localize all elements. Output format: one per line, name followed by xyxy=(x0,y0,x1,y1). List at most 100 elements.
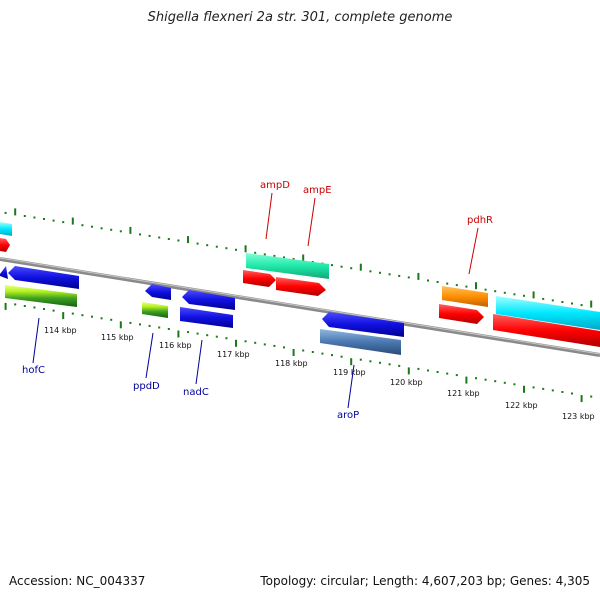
gene-block-red[interactable] xyxy=(493,314,600,347)
gene-label-ppdD[interactable]: ppdD xyxy=(133,381,160,392)
genome-backbone-highlight xyxy=(0,257,600,355)
forward-scale-minor-tick xyxy=(427,279,429,282)
gene-arrow-ppdD[interactable] xyxy=(145,284,171,300)
reverse-scale-minor-tick xyxy=(551,389,554,392)
reverse-scale-minor-tick xyxy=(225,337,228,340)
forward-scale-minor-tick xyxy=(33,216,36,219)
reverse-scale-minor-tick xyxy=(436,371,439,373)
forward-scale-minor-tick xyxy=(551,299,554,302)
reverse-scale-minor-tick xyxy=(532,386,535,389)
forward-scale-major-tick xyxy=(417,272,420,280)
reverse-scale-minor-tick xyxy=(427,369,429,372)
reverse-scale-minor-tick xyxy=(321,352,324,355)
reverse-scale-minor-tick xyxy=(187,331,189,334)
gene-label-ampD[interactable]: ampD xyxy=(260,180,290,191)
forward-scale-minor-tick xyxy=(503,291,506,294)
forward-scale-minor-tick xyxy=(446,282,449,285)
reverse-scale-minor-tick xyxy=(475,377,477,380)
gene-label-pdhR[interactable]: pdhR xyxy=(467,215,493,226)
reverse-scale-major-tick xyxy=(407,367,410,375)
forward-scale-minor-tick xyxy=(273,254,276,257)
genome-backbone xyxy=(0,257,600,357)
reverse-scale-minor-tick xyxy=(215,335,218,338)
forward-scale-minor-tick xyxy=(292,258,295,260)
leader-aroP xyxy=(347,364,355,409)
gene-block-blue-nadC[interactable] xyxy=(180,307,233,328)
reverse-scale-minor-tick xyxy=(369,360,372,363)
gene-arrow-aroP[interactable] xyxy=(322,312,404,337)
forward-scale-minor-tick xyxy=(43,218,45,220)
gene-block-orange[interactable] xyxy=(442,286,488,307)
forward-scale-minor-tick xyxy=(254,251,257,254)
gene-arrow-pdhR[interactable] xyxy=(439,304,484,324)
forward-scale-minor-tick xyxy=(91,225,93,228)
reverse-scale-minor-tick xyxy=(311,351,314,353)
reverse-scale-minor-tick xyxy=(571,392,573,395)
forward-scale-minor-tick xyxy=(388,273,391,276)
reverse-scale-minor-tick xyxy=(446,372,449,375)
forward-scale-major-tick xyxy=(532,291,535,299)
reverse-scale-minor-tick xyxy=(71,312,74,315)
scale-label-121: 121 kbp xyxy=(447,389,480,398)
reverse-scale-minor-tick xyxy=(455,374,458,377)
forward-scale-minor-tick xyxy=(580,304,583,307)
forward-scale-minor-tick xyxy=(283,256,285,259)
scale-label-120: 120 kbp xyxy=(390,378,423,387)
gene-arrow-hofC[interactable] xyxy=(8,266,79,289)
gene-arrow-ampD[interactable] xyxy=(243,270,276,287)
scale-label-118: 118 kbp xyxy=(275,359,308,368)
reverse-scale-minor-tick xyxy=(379,361,381,364)
reverse-scale-major-tick xyxy=(235,339,237,347)
forward-scale-major-tick xyxy=(14,208,17,216)
reverse-scale-minor-tick xyxy=(340,355,343,358)
forward-scale-minor-tick xyxy=(455,284,458,287)
gene-arrow-ampE[interactable] xyxy=(276,277,326,296)
reverse-scale-minor-tick xyxy=(388,363,391,366)
forward-scale-minor-tick xyxy=(225,247,228,250)
reverse-scale-major-tick xyxy=(523,385,525,393)
gene-arrow-blue-small-left[interactable] xyxy=(0,266,8,279)
gene-label-hofC[interactable]: hofC xyxy=(22,365,45,376)
forward-scale-minor-tick xyxy=(369,270,372,273)
reverse-scale-minor-tick xyxy=(110,318,113,321)
reverse-scale-minor-tick xyxy=(91,315,93,318)
forward-scale-major-tick xyxy=(302,254,305,262)
gene-arrow-nadC[interactable] xyxy=(182,290,235,310)
gene-label-nadC[interactable]: nadC xyxy=(183,387,209,398)
scale-label-119: 119 kbp xyxy=(333,368,366,377)
gene-arrow-cyan-partial[interactable] xyxy=(0,222,12,236)
scale-label-116: 116 kbp xyxy=(159,341,192,350)
forward-scale-minor-tick xyxy=(148,234,151,237)
forward-scale-minor-tick xyxy=(167,238,170,240)
gene-block-lime-ppdD[interactable] xyxy=(142,302,168,318)
reverse-scale-ticks xyxy=(4,302,593,403)
leader-ppdD xyxy=(145,332,154,379)
forward-scale-major-tick xyxy=(475,282,477,290)
gene-block-teal[interactable] xyxy=(246,253,329,279)
forward-scale-minor-tick xyxy=(139,233,141,236)
reverse-scale-minor-tick xyxy=(263,343,266,346)
gene-block-steel[interactable] xyxy=(320,329,401,355)
reverse-scale-major-tick xyxy=(465,376,468,384)
gene-label-aroP[interactable]: aroP xyxy=(337,410,359,421)
leader-nadC xyxy=(195,339,203,385)
reverse-scale-minor-tick xyxy=(139,323,141,326)
forward-scale-minor-tick xyxy=(398,274,401,277)
scale-label-122: 122 kbp xyxy=(505,401,538,410)
gene-block-cyan[interactable] xyxy=(496,296,600,330)
reverse-scale-major-tick xyxy=(4,302,7,310)
gene-label-ampE[interactable]: ampE xyxy=(303,185,332,196)
forward-scale-minor-tick xyxy=(158,236,161,239)
reverse-scale-minor-tick xyxy=(254,341,257,344)
gene-arrow-red-partial[interactable] xyxy=(0,238,10,252)
forward-scale-minor-tick xyxy=(177,239,180,242)
scale-label-123: 123 kbp xyxy=(562,412,595,421)
reverse-scale-major-tick xyxy=(177,330,180,338)
reverse-scale-minor-tick xyxy=(148,324,151,327)
gene-block-lime-hofC[interactable] xyxy=(5,285,77,307)
reverse-scale-major-tick xyxy=(580,395,583,403)
reverse-scale-minor-tick xyxy=(494,380,497,383)
reverse-scale-minor-tick xyxy=(43,308,45,310)
forward-scale-minor-tick xyxy=(523,294,525,297)
reverse-scale-major-tick xyxy=(62,312,65,320)
